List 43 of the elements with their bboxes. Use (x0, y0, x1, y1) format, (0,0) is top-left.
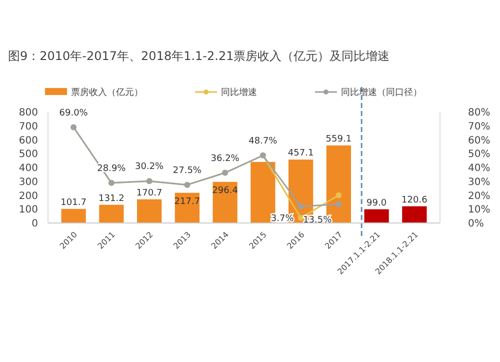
point (298, 203, 304, 210)
y-tick-label: 300 (18, 176, 38, 188)
y2-tick-label: 80% (468, 108, 490, 118)
y-tick-label: 400 (18, 163, 38, 174)
y2-tick-label: 70% (468, 121, 490, 132)
data-label: 36.2% (210, 154, 240, 164)
data-label: 120.6 (402, 195, 428, 206)
chart-title: 图9：2010年-2017年、2018年1.1-2.21票房收入（亿元）及同比增速 (8, 49, 390, 63)
y2-tick-label: 30% (468, 176, 490, 188)
y-tick-label: 500 (18, 149, 38, 160)
legend-label: 票房收入（亿元） (71, 87, 143, 98)
y-tick-label: 800 (18, 108, 38, 118)
y-tick-label: 200 (18, 190, 38, 202)
y2-tick-label: 0% (468, 218, 484, 230)
data-label: 30.2% (135, 162, 164, 172)
bar (61, 208, 86, 223)
bar (364, 209, 389, 223)
data-label: 457.1 (288, 148, 314, 159)
data-label: 28.9% (97, 164, 126, 174)
y2-tick-label: 20% (468, 190, 490, 202)
bar (137, 199, 162, 223)
data-label: 559.1 (326, 134, 352, 144)
data-label: 48.7% (248, 136, 278, 146)
y2-tick-label: 40% (468, 163, 490, 174)
data-label: 69.0% (59, 108, 88, 118)
y-tick-label: 700 (18, 121, 38, 132)
y2-tick-label: 10% (468, 204, 490, 216)
point (336, 192, 342, 198)
y2-tick-label: 50% (468, 149, 490, 160)
y-tick-label: 600 (18, 135, 38, 146)
data-label: 170.7 (136, 188, 162, 198)
data-label: 99.0 (366, 198, 387, 208)
bar (99, 204, 124, 223)
data-label: 27.5% (172, 166, 202, 176)
data-label: 131.2 (98, 194, 124, 204)
y-tick-label: 100 (18, 204, 38, 216)
point (336, 201, 342, 208)
y2-tick-label: 60% (468, 135, 490, 146)
bar (402, 206, 427, 223)
legend-label: 同比增速（同口径） (341, 87, 422, 98)
data-label: 101.7 (60, 198, 86, 208)
y-tick-label: 0 (32, 218, 38, 230)
legend-label: 同比增速 (221, 87, 257, 98)
